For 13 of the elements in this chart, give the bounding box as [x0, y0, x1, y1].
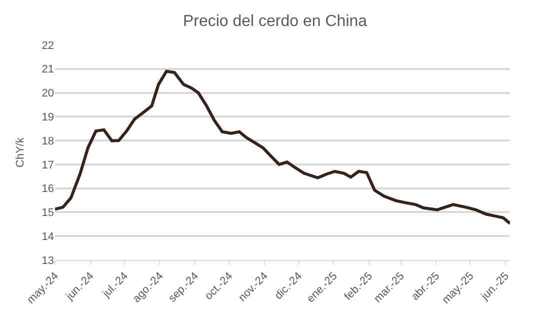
- y-tick-label: 21: [42, 64, 54, 76]
- y-tick-label: 17: [42, 159, 54, 172]
- y-tick-label: 15: [42, 207, 54, 220]
- y-tick-label: 20: [42, 88, 54, 100]
- y-tick-label: 19: [42, 112, 54, 124]
- y-axis-title: ChY/k: [14, 137, 26, 168]
- y-tick-label: 16: [42, 183, 54, 196]
- chart-title: Precio del cerdo en China: [182, 13, 368, 30]
- y-tick-label: 14: [42, 230, 54, 243]
- y-tick-label: 18: [42, 135, 54, 148]
- y-tick-label: 22: [42, 40, 54, 52]
- line-series: [55, 70, 510, 225]
- y-tick-label: 13: [42, 254, 54, 267]
